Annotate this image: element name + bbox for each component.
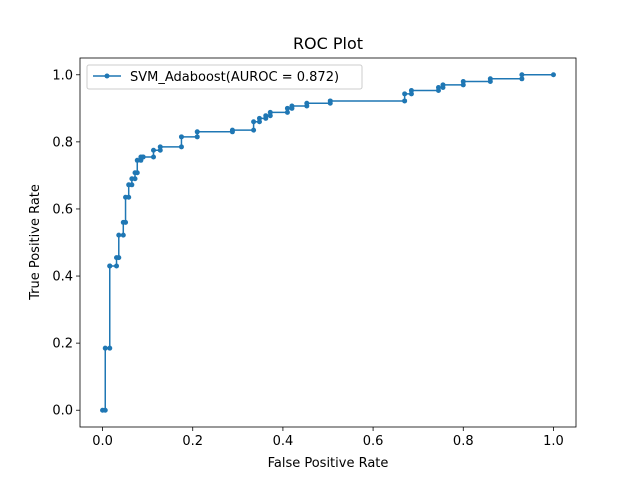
axes-frame xyxy=(79,57,577,428)
data-point xyxy=(129,182,135,188)
data-point xyxy=(284,109,290,115)
data-point xyxy=(408,88,414,94)
x-axis-label: False Positive Rate xyxy=(268,456,389,471)
data-point xyxy=(178,144,184,150)
legend: SVM_Adaboost(AUROC = 0.872) xyxy=(86,64,363,90)
data-point xyxy=(402,98,408,104)
data-point xyxy=(519,76,525,82)
data-point xyxy=(116,255,122,261)
data-point xyxy=(289,103,295,109)
y-tick-label: 0.0 xyxy=(52,404,73,419)
data-point xyxy=(402,91,408,97)
data-point xyxy=(107,345,113,351)
data-point xyxy=(284,105,290,111)
data-point xyxy=(123,219,129,225)
y-tick-label: 0.6 xyxy=(52,202,73,217)
data-point xyxy=(251,119,257,125)
series-line xyxy=(102,74,554,411)
y-tick-label: 0.8 xyxy=(52,135,73,150)
y-axis: 0.0 0.2 0.4 0.6 0.8 1.0 xyxy=(52,68,80,419)
data-point xyxy=(140,154,146,160)
data-point xyxy=(251,127,257,133)
data-point xyxy=(157,144,163,150)
data-point xyxy=(134,170,140,176)
x-tick-label: 0.0 xyxy=(92,434,113,449)
data-point xyxy=(107,263,113,269)
data-point xyxy=(550,72,556,78)
legend-marker-swatch xyxy=(104,73,110,79)
data-point xyxy=(151,147,156,153)
y-tick-label: 0.4 xyxy=(52,270,73,285)
data-point xyxy=(487,76,493,82)
data-point xyxy=(194,134,200,140)
y-tick-label: 0.2 xyxy=(52,337,73,352)
data-point xyxy=(102,345,108,351)
x-tick-label: 0.4 xyxy=(273,434,294,449)
data-point xyxy=(327,98,333,104)
data-point xyxy=(263,113,269,119)
data-point xyxy=(267,109,273,115)
data-point xyxy=(102,407,108,413)
data-point xyxy=(116,232,122,238)
data-point xyxy=(440,82,446,88)
y-axis-label: True Positive Rate xyxy=(28,184,43,301)
x-tick-label: 0.8 xyxy=(453,434,474,449)
data-point xyxy=(151,154,156,160)
x-tick-label: 0.2 xyxy=(182,434,203,449)
data-point xyxy=(194,129,200,135)
data-point xyxy=(134,157,140,163)
data-point xyxy=(132,176,138,182)
plot-area xyxy=(100,72,556,413)
legend-label: SVM_Adaboost(AUROC = 0.872) xyxy=(130,70,339,85)
data-point xyxy=(114,263,120,269)
data-point xyxy=(519,72,525,78)
data-point xyxy=(304,100,310,106)
data-point xyxy=(126,194,132,200)
legend-box xyxy=(86,64,363,90)
data-point xyxy=(256,115,262,121)
chart-title: ROC Plot xyxy=(293,34,363,53)
data-point xyxy=(435,85,441,91)
data-point xyxy=(178,134,184,140)
data-point xyxy=(120,232,126,238)
y-tick-label: 1.0 xyxy=(52,68,73,83)
x-axis: 0.0 0.2 0.4 0.6 0.8 1.0 xyxy=(92,427,564,449)
data-point xyxy=(460,78,466,84)
data-point xyxy=(229,127,235,133)
x-tick-label: 1.0 xyxy=(543,434,564,449)
x-tick-label: 0.6 xyxy=(363,434,384,449)
